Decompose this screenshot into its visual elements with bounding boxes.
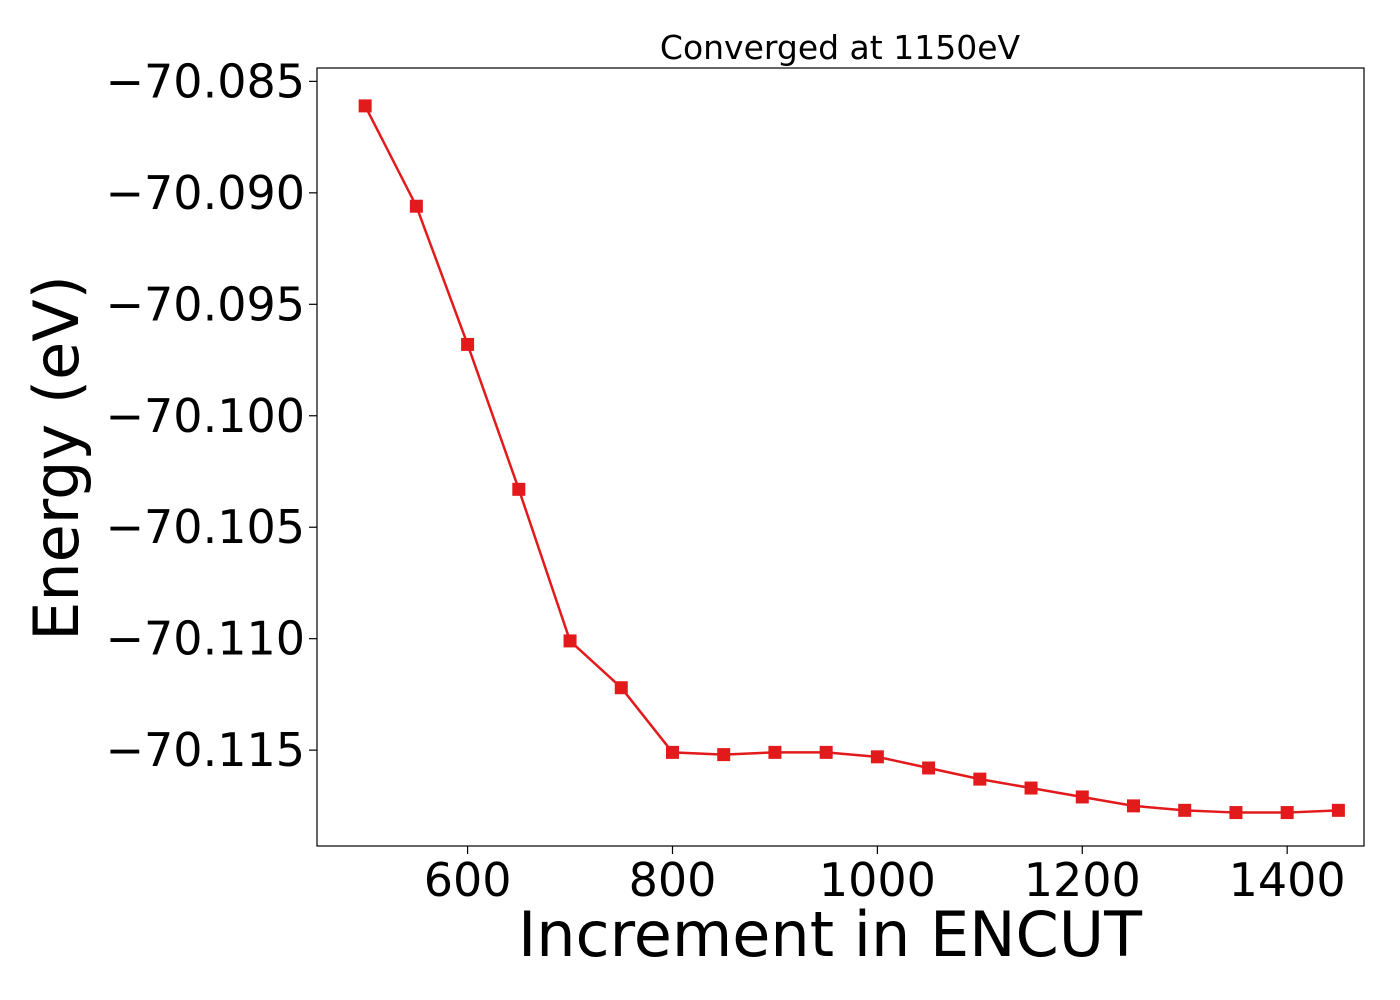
plot-frame [316, 67, 1365, 847]
x-tick-label: 1400 [1229, 853, 1346, 907]
x-axis: 600 800 1000 1200 1400 [424, 846, 1346, 907]
y-tick-label: −70.095 [106, 277, 306, 331]
x-axis-label: Increment in ENCUT [518, 898, 1143, 971]
y-tick-label: −70.105 [106, 500, 306, 554]
y-tick-label: −70.115 [106, 723, 306, 777]
data-point [768, 745, 782, 759]
data-point [563, 634, 577, 648]
data-point [614, 681, 628, 695]
x-tick-label: 600 [424, 853, 512, 907]
y-tick-label: −70.110 [106, 612, 306, 666]
data-point [1280, 806, 1294, 820]
series-line [364, 105, 1339, 814]
y-tick-label: −70.100 [106, 389, 306, 443]
data-point [461, 337, 475, 351]
data-point [1178, 803, 1192, 817]
x-tick-label: 800 [629, 853, 717, 907]
data-point [358, 99, 372, 113]
data-point [717, 748, 731, 762]
chart-title: Converged at 1150eV [660, 28, 1021, 67]
data-point [1331, 803, 1345, 817]
x-tick-label: 1000 [819, 853, 936, 907]
data-point [819, 745, 833, 759]
x-tick-label: 1200 [1024, 853, 1141, 907]
data-point [1075, 790, 1089, 804]
y-tick-label: −70.085 [106, 54, 306, 108]
data-point [1024, 781, 1038, 795]
y-axis-label: Energy (eV) [20, 275, 93, 641]
data-point [1229, 806, 1243, 820]
data-point [973, 772, 987, 786]
data-point [512, 482, 526, 496]
plot-area [358, 99, 1345, 820]
y-tick-label: −70.090 [106, 166, 306, 220]
y-axis: −70.085 −70.090 −70.095 −70.100 −70.105 −70.1… [106, 54, 317, 777]
data-point [409, 199, 423, 213]
data-point [665, 745, 679, 759]
data-point [870, 750, 884, 764]
data-point [922, 761, 936, 775]
data-point [1126, 799, 1140, 813]
